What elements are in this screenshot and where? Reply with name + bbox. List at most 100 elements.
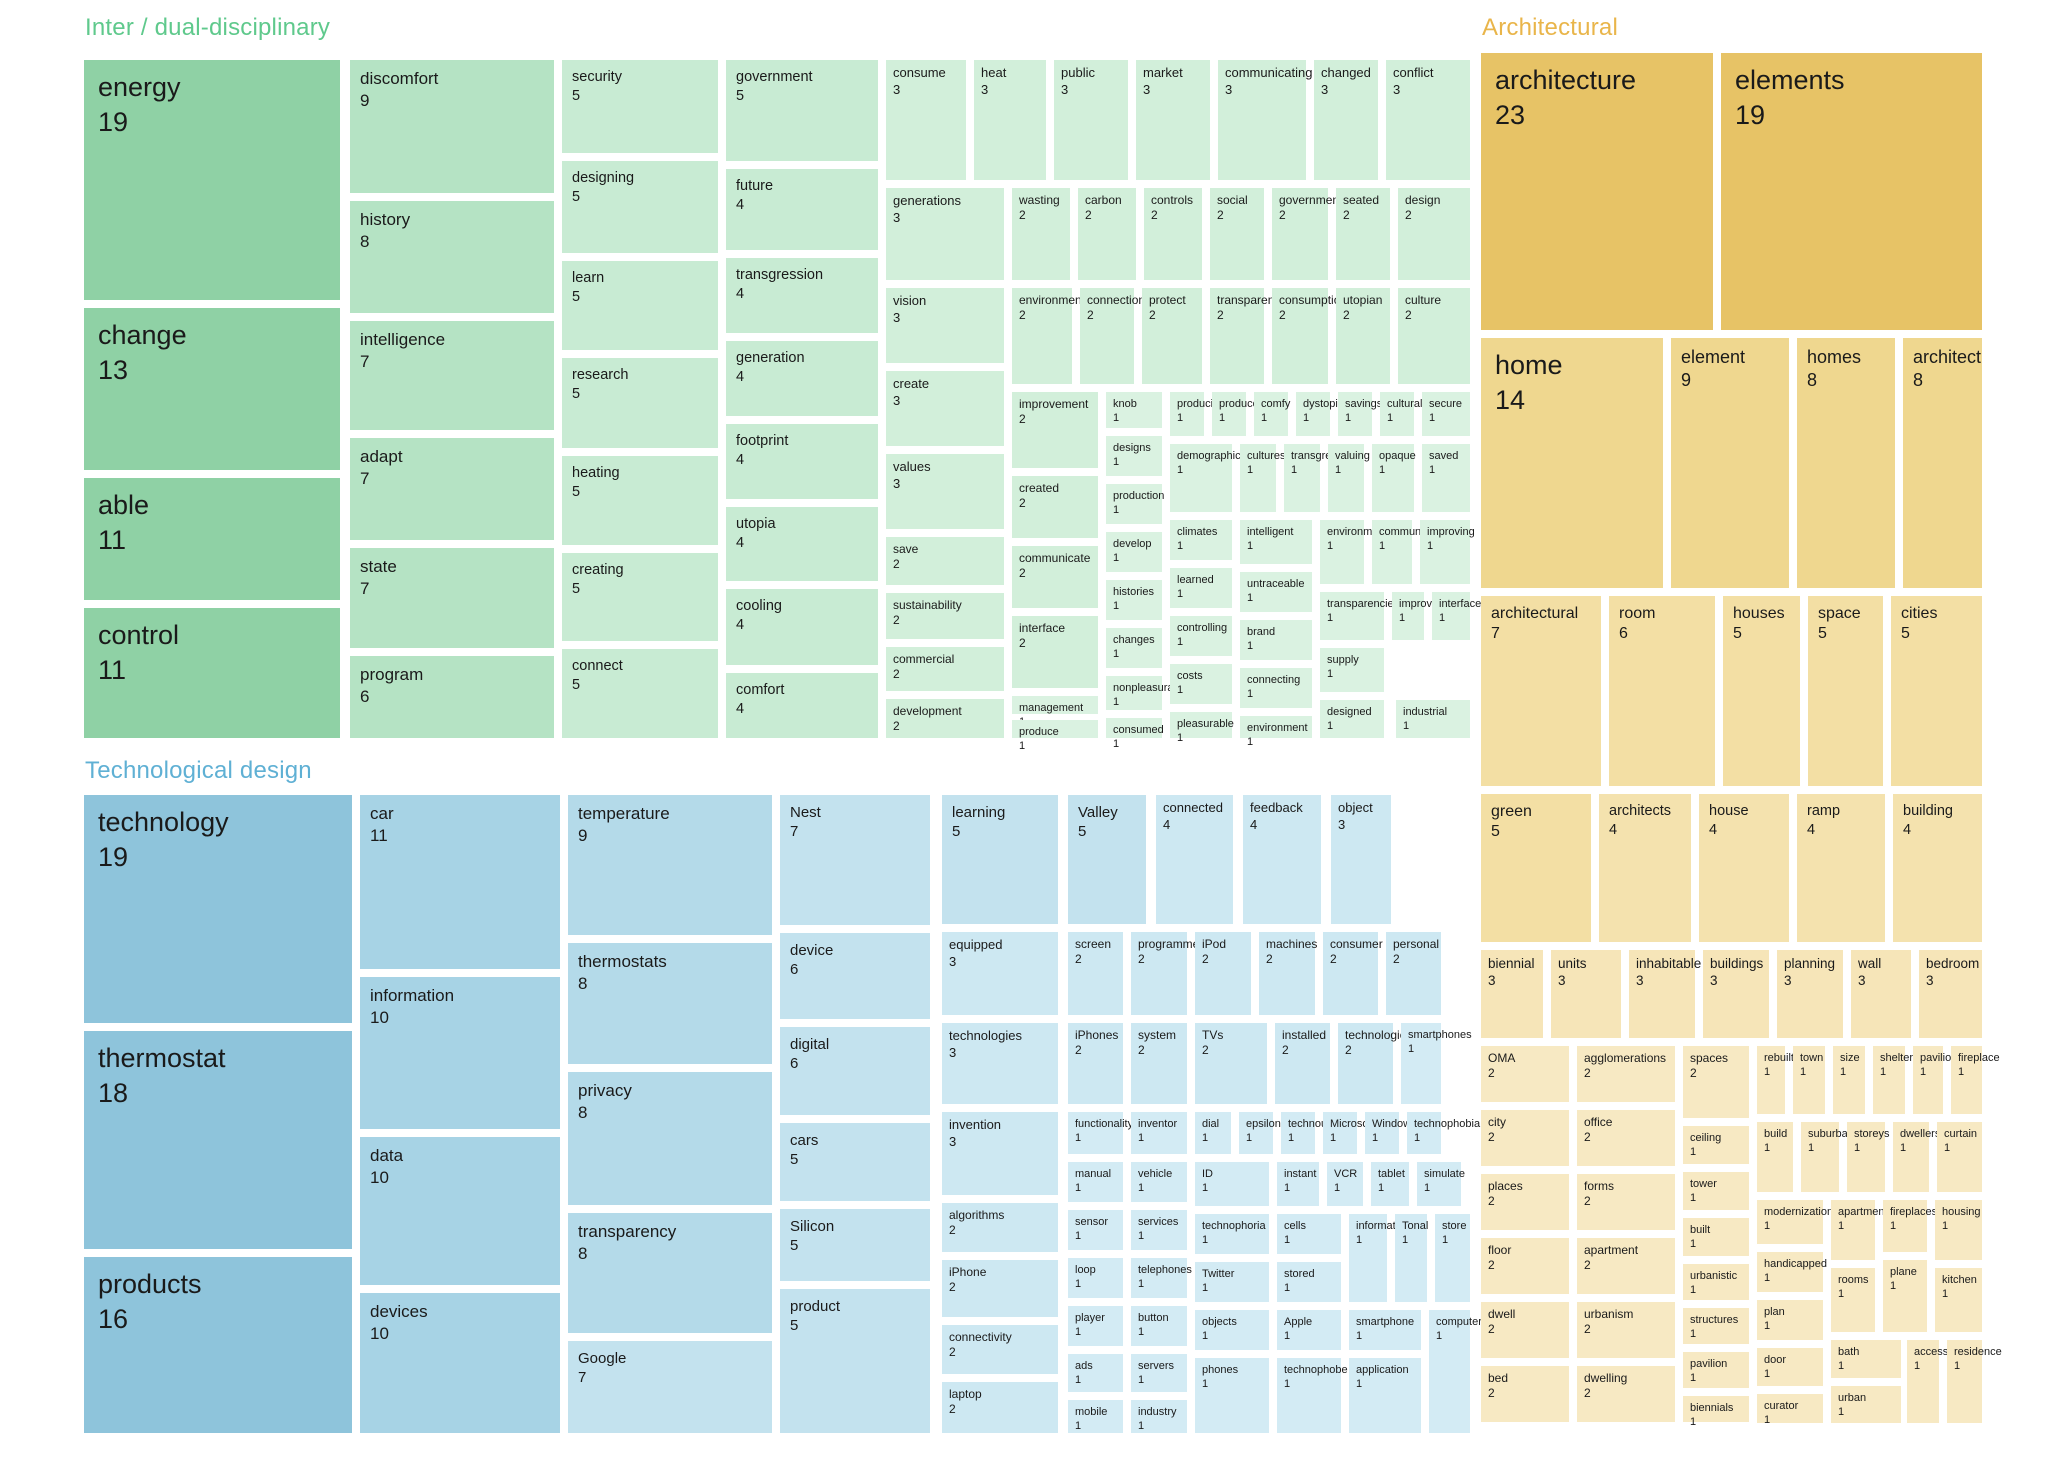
cell-word: installed [1282, 1028, 1327, 1042]
cell-count: 2 [1584, 1322, 1591, 1337]
cell-count: 1 [1399, 612, 1406, 625]
cell-word: cultural [1387, 398, 1423, 410]
cell-word: store [1442, 1220, 1467, 1232]
cell-word: information [370, 986, 455, 1005]
treemap-cell-plan: plan 1 [1757, 1300, 1823, 1340]
treemap-cell-transgression: transgression 4 [726, 258, 878, 333]
cell-count: 3 [893, 475, 901, 491]
cell-word: transparencies [1327, 598, 1400, 610]
cell-word: iPhone [949, 1265, 987, 1279]
cell-word: TVs [1202, 1028, 1224, 1042]
cell-count: 1 [1379, 540, 1386, 553]
cell-count: 1 [1202, 1378, 1209, 1391]
cell-word: technology [98, 807, 229, 837]
treemap-cell-create: create 3 [886, 371, 1004, 446]
cell-count: 8 [1807, 370, 1818, 391]
treemap-cell-future: future 4 [726, 169, 878, 250]
cell-word: shelter [1880, 1052, 1914, 1064]
treemap-cell-building: building 4 [1893, 794, 1982, 942]
cell-word: device [790, 942, 834, 959]
treemap-cell-suburban: suburban 1 [1801, 1122, 1854, 1192]
treemap-cell-apartments: apartments 1 [1831, 1200, 1893, 1260]
treemap-cell-vision: vision 3 [886, 288, 1004, 363]
cell-count: 2 [1488, 1130, 1495, 1145]
cell-word: governments [1279, 193, 1349, 207]
treemap-cell-shelter: shelter 1 [1873, 1046, 1914, 1114]
treemap-cell-size: size 1 [1833, 1046, 1865, 1114]
cell-count: 3 [1858, 973, 1866, 989]
treemap-cell-TVs: TVs 2 [1195, 1023, 1267, 1104]
cell-count: 2 [1202, 952, 1209, 967]
treemap-cell-intelligence: intelligence 7 [350, 321, 554, 430]
cell-count: 1 [1138, 1182, 1145, 1195]
treemap-cell-functionality: functionality 1 [1068, 1112, 1134, 1154]
treemap-cell-urbanistic: urbanistic 1 [1683, 1264, 1749, 1300]
cell-word: connect [572, 658, 623, 674]
cell-word: plane [1890, 1266, 1917, 1278]
treemap-cell-office: office 2 [1577, 1110, 1675, 1166]
cell-word: communities [1379, 526, 1441, 538]
treemap-cell-store: store 1 [1435, 1214, 1470, 1302]
cell-word: controlling [1177, 622, 1228, 634]
treemap-cell-security: security 5 [562, 60, 718, 153]
cell-count: 2 [1584, 1066, 1591, 1081]
cell-count: 2 [1343, 308, 1350, 323]
cell-count: 1 [1113, 504, 1120, 517]
cell-word: button [1138, 1312, 1169, 1324]
cell-word: seated [1343, 193, 1380, 207]
treemap-cell-products: products 16 [84, 1257, 352, 1433]
cell-count: 1 [1379, 464, 1386, 477]
cell-word: functionality [1075, 1118, 1134, 1130]
treemap-cell-management: management1 [1012, 696, 1098, 728]
cell-count: 2 [1202, 1043, 1209, 1058]
cell-word: housing [1942, 1206, 1981, 1218]
treemap-cell-services: services 1 [1131, 1210, 1187, 1250]
treemap-cell-fireplace: fireplace 1 [1951, 1046, 2000, 1114]
cell-count: 5 [572, 288, 581, 305]
treemap-cell-iPod: iPod 2 [1195, 932, 1251, 1015]
cell-word: algorithms [949, 1208, 1005, 1222]
cell-count: 2 [949, 1280, 956, 1295]
cell-count: 3 [1143, 81, 1151, 97]
cell-count: 5 [952, 823, 961, 841]
cell-word: Microsoft [1330, 1118, 1375, 1130]
cell-count: 1 [1429, 412, 1436, 425]
cell-count: 1 [1690, 1416, 1697, 1429]
cell-count: 2 [1345, 1043, 1352, 1058]
treemap-cell-screen: screen 2 [1068, 932, 1123, 1015]
cell-word: inhabitable [1636, 956, 1702, 971]
cell-count: 1 [1113, 456, 1120, 469]
treemap-cell-environment: environment 1 [1240, 716, 1312, 748]
cell-count: 1 [1345, 412, 1352, 425]
treemap-cell-data: data 10 [360, 1137, 560, 1285]
cell-word: architect [1913, 347, 1982, 367]
cell-count: 8 [578, 973, 588, 993]
treemap-cell-footprint: footprint 4 [726, 424, 878, 499]
cell-word: house [1709, 803, 1749, 819]
treemap-cell-utopia: utopia 4 [726, 507, 878, 581]
cell-count: 1 [1914, 1360, 1921, 1373]
cell-count: 2 [1282, 1043, 1289, 1058]
cell-word: carbon [1085, 193, 1122, 207]
cell-word: smartphone [1356, 1316, 1415, 1328]
cell-word: consumed [1113, 724, 1164, 736]
cell-count: 1 [1900, 1142, 1907, 1155]
treemap-cell-values: values 3 [886, 454, 1004, 529]
cell-word: application [1356, 1364, 1409, 1376]
treemap-cell-cars: cars 5 [780, 1123, 930, 1201]
cell-word: utopia [736, 516, 776, 532]
treemap-cell-computer: computer 1 [1429, 1310, 1482, 1433]
cell-word: interface [1019, 621, 1066, 635]
cell-word: stored [1284, 1268, 1315, 1280]
cell-word: intelligence [360, 330, 446, 349]
cell-word: connections [1087, 293, 1152, 307]
cell-word: architects [1609, 803, 1672, 819]
cell-count: 3 [893, 209, 901, 225]
treemap-cell-epsilon: epsilon 1 [1239, 1112, 1281, 1154]
cell-count: 1 [1335, 464, 1342, 477]
treemap-cell-inhabitable: inhabitable 3 [1629, 950, 1702, 1038]
cell-word: knob [1113, 398, 1137, 410]
cell-word: technological [1345, 1028, 1416, 1042]
treemap-cell-urban: urban 1 [1831, 1386, 1901, 1423]
treemap-cell-modernization: modernization 1 [1757, 1200, 1833, 1244]
